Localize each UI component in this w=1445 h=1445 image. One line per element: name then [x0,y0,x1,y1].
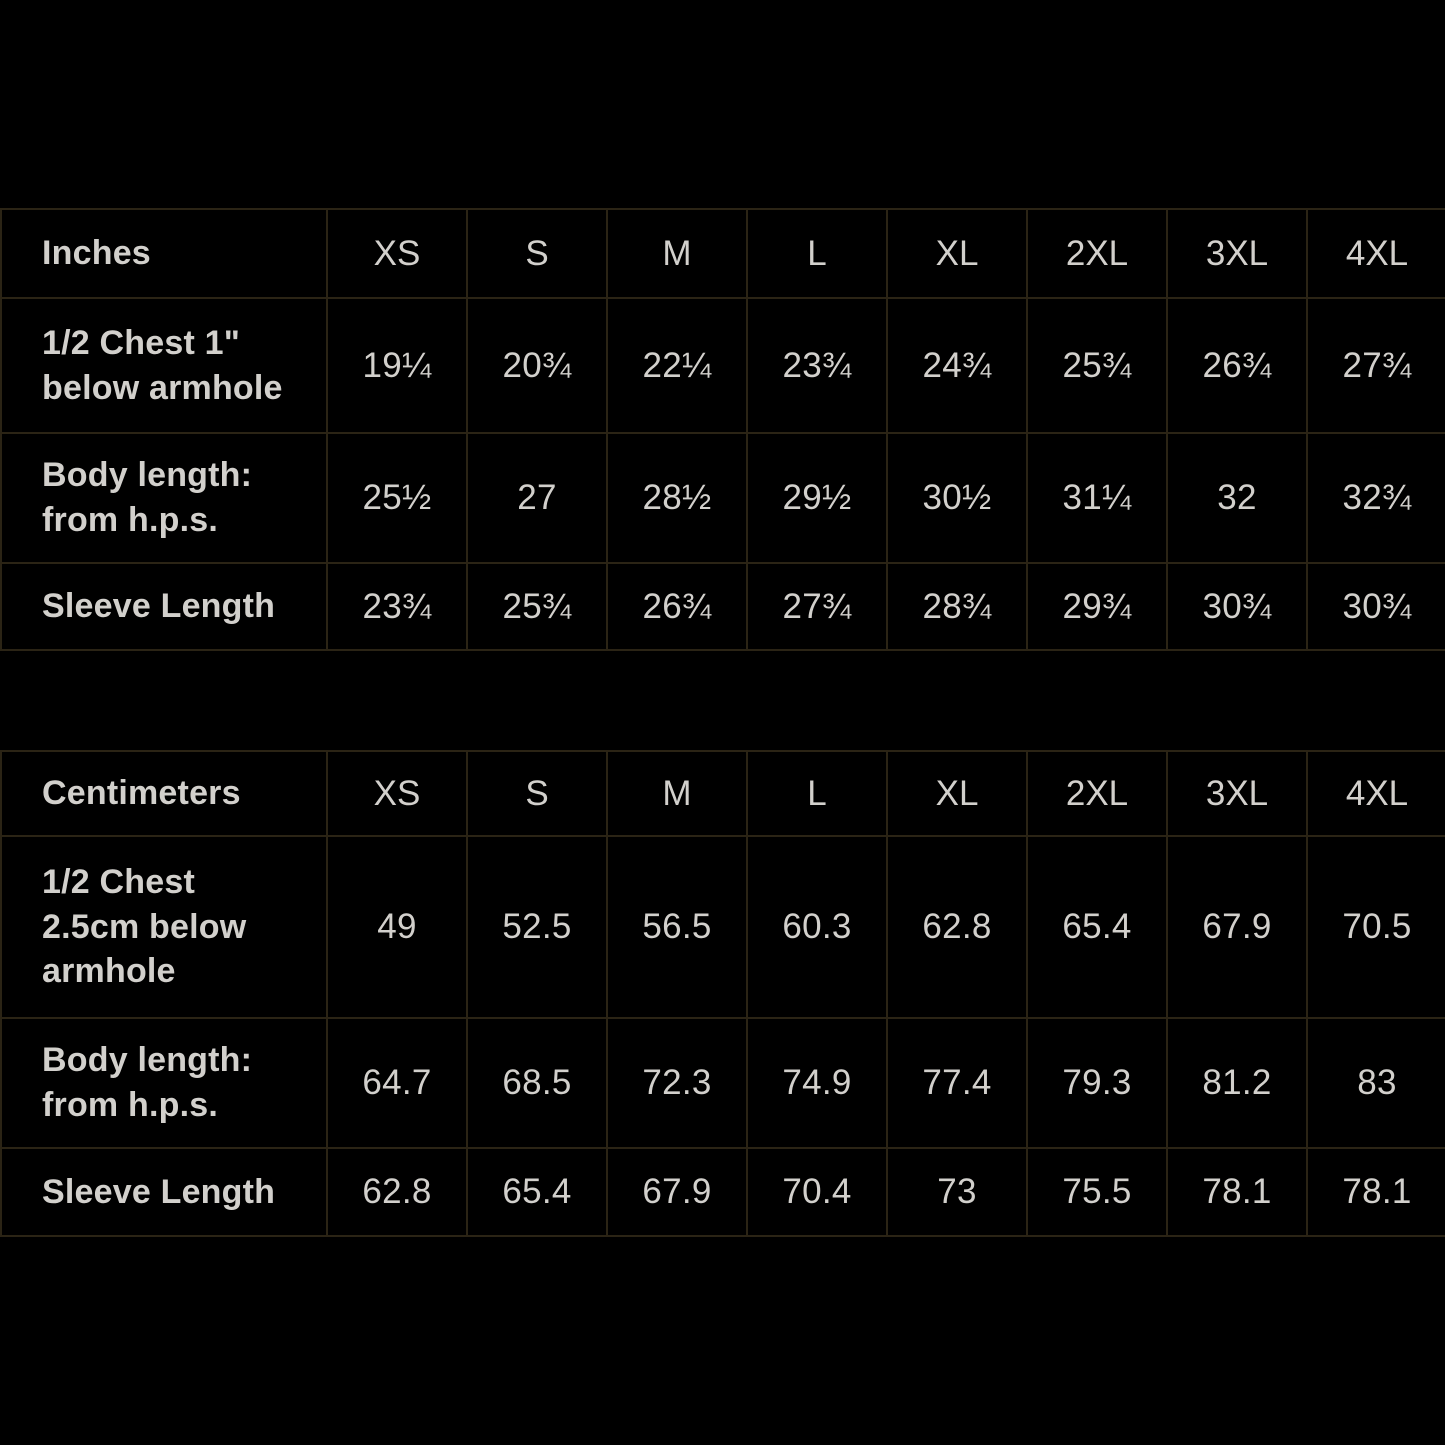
measurement-row: Body length: from h.p.s. 64.7 68.5 72.3 74.9… [0,1017,1445,1149]
value-cell: 73 [886,1147,1028,1237]
size-table-inches-body: Inches XS S M L XL 2XL 3XL 4XL 1/2 Chest 1" below… [0,208,1445,651]
size-header-row: Centimeters XS S M L XL 2XL 3XL 4XL [0,750,1445,837]
value-cell: 56.5 [606,835,748,1019]
value-cell: 74.9 [746,1017,888,1149]
value-cell: 32 [1166,432,1308,564]
size-header-2xl: 2XL [1026,208,1168,299]
value-cell: 81.2 [1166,1017,1308,1149]
size-table-centimeters: Centimeters XS S M L XL 2XL 3XL 4XL 1/2 Chest 2.5… [0,750,1445,1237]
size-header-xs: XS [326,208,468,299]
value-cell: 75.5 [1026,1147,1168,1237]
value-cell: 49 [326,835,468,1019]
value-cell: 64.7 [326,1017,468,1149]
value-cell: 83 [1306,1017,1445,1149]
value-cell: 62.8 [326,1147,468,1237]
value-cell: 20¾ [466,297,608,434]
measurement-row: Sleeve Length 62.8 65.4 67.9 70.4 73 75.5 78.1 7… [0,1147,1445,1237]
value-cell: 28½ [606,432,748,564]
measurement-row: Sleeve Length 23¾ 25¾ 26¾ 27¾ 28¾ 29¾ 30¾ 30¾ [0,562,1445,651]
size-header-s: S [466,750,608,837]
row-label: Body length: from h.p.s. [0,1017,328,1149]
row-label: 1/2 Chest 2.5cm below armhole [0,835,328,1019]
value-cell: 22¼ [606,297,748,434]
measurement-row: Body length: from h.p.s. 25½ 27 28½ 29½ 30½ 31… [0,432,1445,564]
value-cell: 79.3 [1026,1017,1168,1149]
value-cell: 70.5 [1306,835,1445,1019]
value-cell: 72.3 [606,1017,748,1149]
value-cell: 25¾ [1026,297,1168,434]
size-header-xs: XS [326,750,468,837]
measurement-row: 1/2 Chest 2.5cm below armhole 49 52.5 56.5 6… [0,835,1445,1019]
size-header-m: M [606,208,748,299]
value-cell: 25¾ [466,562,608,651]
value-cell: 68.5 [466,1017,608,1149]
value-cell: 60.3 [746,835,888,1019]
row-label: Sleeve Length [0,1147,328,1237]
value-cell: 32¾ [1306,432,1445,564]
size-header-m: M [606,750,748,837]
size-header-l: L [746,208,888,299]
value-cell: 65.4 [1026,835,1168,1019]
size-header-s: S [466,208,608,299]
size-table-centimeters-body: Centimeters XS S M L XL 2XL 3XL 4XL 1/2 Chest 2.5… [0,750,1445,1237]
value-cell: 27¾ [746,562,888,651]
value-cell: 30½ [886,432,1028,564]
value-cell: 25½ [326,432,468,564]
size-header-3xl: 3XL [1166,750,1308,837]
value-cell: 67.9 [606,1147,748,1237]
size-header-xl: XL [886,208,1028,299]
value-cell: 24¾ [886,297,1028,434]
row-label: 1/2 Chest 1" below armhole [0,297,328,434]
value-cell: 31¼ [1026,432,1168,564]
size-header-3xl: 3XL [1166,208,1308,299]
value-cell: 19¼ [326,297,468,434]
value-cell: 52.5 [466,835,608,1019]
value-cell: 26¾ [1166,297,1308,434]
value-cell: 23¾ [746,297,888,434]
value-cell: 28¾ [886,562,1028,651]
size-header-4xl: 4XL [1306,208,1445,299]
value-cell: 29¾ [1026,562,1168,651]
value-cell: 62.8 [886,835,1028,1019]
size-header-l: L [746,750,888,837]
value-cell: 78.1 [1166,1147,1308,1237]
value-cell: 26¾ [606,562,748,651]
size-header-row: Inches XS S M L XL 2XL 3XL 4XL [0,208,1445,299]
value-cell: 30¾ [1306,562,1445,651]
value-cell: 70.4 [746,1147,888,1237]
value-cell: 67.9 [1166,835,1308,1019]
value-cell: 23¾ [326,562,468,651]
value-cell: 65.4 [466,1147,608,1237]
value-cell: 30¾ [1166,562,1308,651]
value-cell: 29½ [746,432,888,564]
size-table-inches: Inches XS S M L XL 2XL 3XL 4XL 1/2 Chest 1" below… [0,208,1445,651]
size-header-xl: XL [886,750,1028,837]
unit-label: Centimeters [0,750,328,837]
size-header-4xl: 4XL [1306,750,1445,837]
row-label: Sleeve Length [0,562,328,651]
measurement-row: 1/2 Chest 1" below armhole 19¼ 20¾ 22¼ 23¾ 24… [0,297,1445,434]
size-header-2xl: 2XL [1026,750,1168,837]
value-cell: 27¾ [1306,297,1445,434]
unit-label: Inches [0,208,328,299]
value-cell: 78.1 [1306,1147,1445,1237]
value-cell: 27 [466,432,608,564]
row-label: Body length: from h.p.s. [0,432,328,564]
value-cell: 77.4 [886,1017,1028,1149]
